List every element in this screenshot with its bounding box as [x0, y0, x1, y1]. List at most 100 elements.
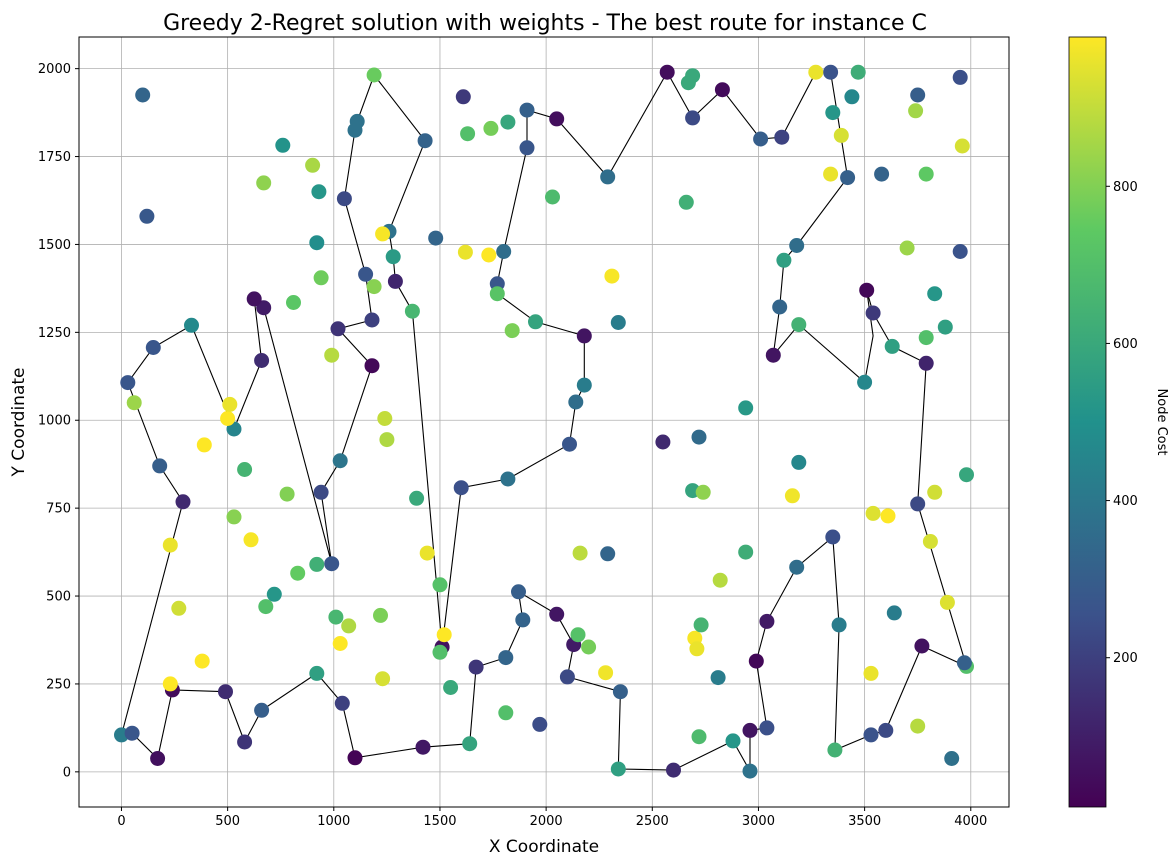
data-point	[428, 230, 444, 246]
y-tick-label: 750	[46, 502, 71, 517]
data-point	[570, 627, 586, 643]
data-point	[956, 655, 972, 671]
data-point	[528, 314, 543, 330]
data-point	[738, 544, 754, 560]
data-point	[937, 319, 953, 335]
data-point	[309, 235, 325, 251]
data-point	[840, 170, 856, 186]
data-point	[685, 110, 701, 126]
data-point	[878, 722, 894, 738]
data-point	[366, 279, 382, 295]
data-point	[600, 546, 616, 562]
data-point	[468, 659, 484, 675]
data-point	[857, 374, 873, 390]
data-point	[886, 605, 902, 621]
data-point	[691, 729, 707, 745]
data-point	[455, 89, 471, 105]
data-point	[865, 505, 881, 521]
data-point	[863, 665, 879, 681]
data-point	[753, 131, 769, 147]
data-point	[759, 720, 775, 736]
data-point	[910, 718, 926, 734]
data-point	[598, 665, 614, 681]
data-point	[332, 636, 348, 651]
data-point	[443, 680, 459, 695]
data-point	[738, 400, 754, 416]
data-point	[286, 295, 301, 310]
colorbar-ticks: 200 400 600 800	[1106, 180, 1138, 666]
data-point	[772, 299, 788, 315]
data-point	[922, 534, 938, 549]
data-point	[910, 87, 926, 103]
data-point	[460, 126, 476, 142]
data-point	[290, 565, 306, 581]
data-point	[927, 286, 943, 302]
data-point	[328, 609, 344, 625]
data-point	[695, 484, 711, 500]
data-point	[959, 467, 974, 483]
data-point	[666, 762, 681, 778]
data-point	[789, 559, 805, 575]
data-point	[500, 114, 516, 130]
data-point	[825, 529, 841, 545]
data-point	[850, 64, 866, 80]
data-point	[918, 355, 934, 371]
data-point	[256, 175, 272, 191]
data-point	[874, 166, 890, 182]
data-point	[364, 358, 380, 374]
data-point	[175, 494, 191, 510]
data-point	[218, 684, 233, 700]
data-point	[330, 321, 346, 337]
data-point	[254, 702, 270, 718]
data-point	[568, 394, 584, 410]
x-tick-label: 1000	[317, 814, 350, 829]
data-point	[576, 377, 592, 393]
data-point	[313, 270, 329, 286]
data-point	[409, 490, 425, 506]
data-point	[742, 722, 758, 738]
data-point	[791, 454, 807, 470]
data-point	[171, 600, 187, 616]
data-point	[823, 166, 839, 182]
data-point	[689, 641, 705, 657]
data-point	[309, 556, 325, 572]
data-point	[152, 458, 168, 474]
data-point	[334, 695, 350, 711]
data-point	[693, 617, 709, 633]
data-point	[774, 129, 790, 145]
data-point	[498, 650, 514, 666]
data-point	[415, 739, 431, 755]
data-point	[432, 644, 448, 660]
data-point	[581, 639, 597, 655]
colorbar-label: Node Cost	[1154, 389, 1169, 456]
x-tick-label: 3000	[742, 814, 775, 829]
data-point	[604, 268, 620, 284]
data-point	[952, 244, 968, 259]
data-point	[162, 537, 178, 553]
data-point	[184, 317, 199, 333]
x-tick-label: 2500	[636, 814, 669, 829]
grid	[79, 37, 1009, 807]
data-point	[432, 577, 448, 593]
data-point	[710, 670, 726, 686]
data-point	[194, 653, 210, 669]
y-axis-label: Y Coordinate	[9, 368, 29, 478]
data-point	[610, 761, 626, 777]
data-point	[324, 347, 340, 363]
y-axis-ticks: 0 250 500 750 1000 1250 1500 1750 2000	[38, 62, 79, 780]
data-point	[305, 157, 321, 173]
data-point	[823, 64, 839, 80]
data-point	[243, 532, 259, 548]
data-point	[833, 127, 849, 143]
data-point	[511, 584, 526, 600]
data-point	[436, 627, 452, 643]
data-point	[279, 486, 295, 502]
data-point	[222, 396, 238, 412]
data-point	[549, 606, 565, 622]
data-point	[952, 69, 968, 85]
x-tick-label: 2000	[530, 814, 563, 829]
data-point	[827, 742, 843, 758]
data-point	[714, 82, 730, 98]
colorbar-tick-label: 800	[1113, 180, 1138, 195]
